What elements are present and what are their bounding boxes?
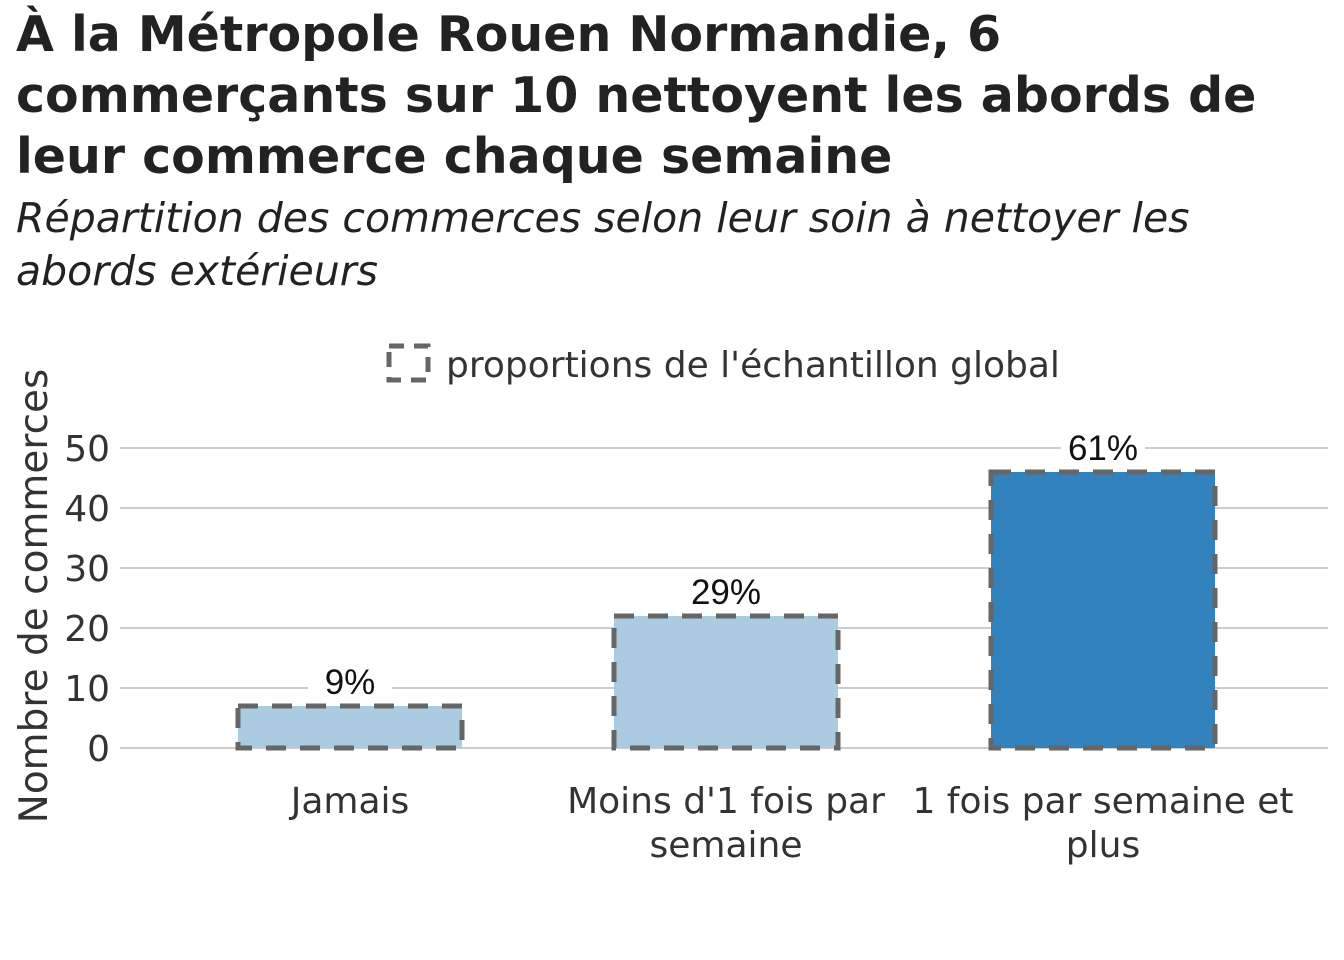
bar: [991, 472, 1215, 748]
x-tick-label: plus: [1066, 825, 1140, 866]
bar: [614, 616, 838, 748]
y-axis-ticks: 0 10 20 30 40 50: [64, 429, 110, 770]
bars: [235, 469, 1218, 751]
data-label: 29%: [691, 573, 761, 612]
data-label-background: [308, 662, 392, 702]
legend-label: proportions de l'échantillon global: [446, 345, 1060, 386]
reference-outline: [988, 469, 1218, 751]
data-label-background: [1061, 428, 1145, 468]
data-label-background: [684, 572, 768, 612]
y-tick-label: 40: [64, 489, 110, 530]
chart-title: À la Métropole Rouen Normandie, 6 commer…: [16, 6, 1257, 185]
data-label: 9%: [325, 663, 376, 702]
y-tick-label: 0: [87, 729, 110, 770]
chart-subtitle: Répartition des commerces selon leur soi…: [16, 194, 1190, 295]
legend: proportions de l'échantillon global: [386, 343, 1060, 386]
bar: [238, 706, 462, 748]
x-tick-label: Jamais: [289, 781, 410, 822]
x-tick-label: 1 fois par semaine et: [912, 781, 1293, 822]
y-tick-label: 30: [64, 549, 110, 590]
y-tick-label: 10: [64, 669, 110, 710]
data-label: 61%: [1068, 429, 1138, 468]
reference-outline: [235, 703, 465, 751]
legend-dashed-square-icon: [386, 343, 431, 383]
reference-outline: [611, 613, 841, 751]
x-tick-label: semaine: [650, 825, 803, 866]
y-tick-label: 50: [64, 429, 110, 470]
y-axis-label: Nombre de commerces: [12, 369, 57, 824]
x-tick-label: Moins d'1 fois par: [567, 781, 885, 822]
y-tick-label: 20: [64, 609, 110, 650]
data-labels: 9% 29% 61%: [308, 428, 1145, 702]
